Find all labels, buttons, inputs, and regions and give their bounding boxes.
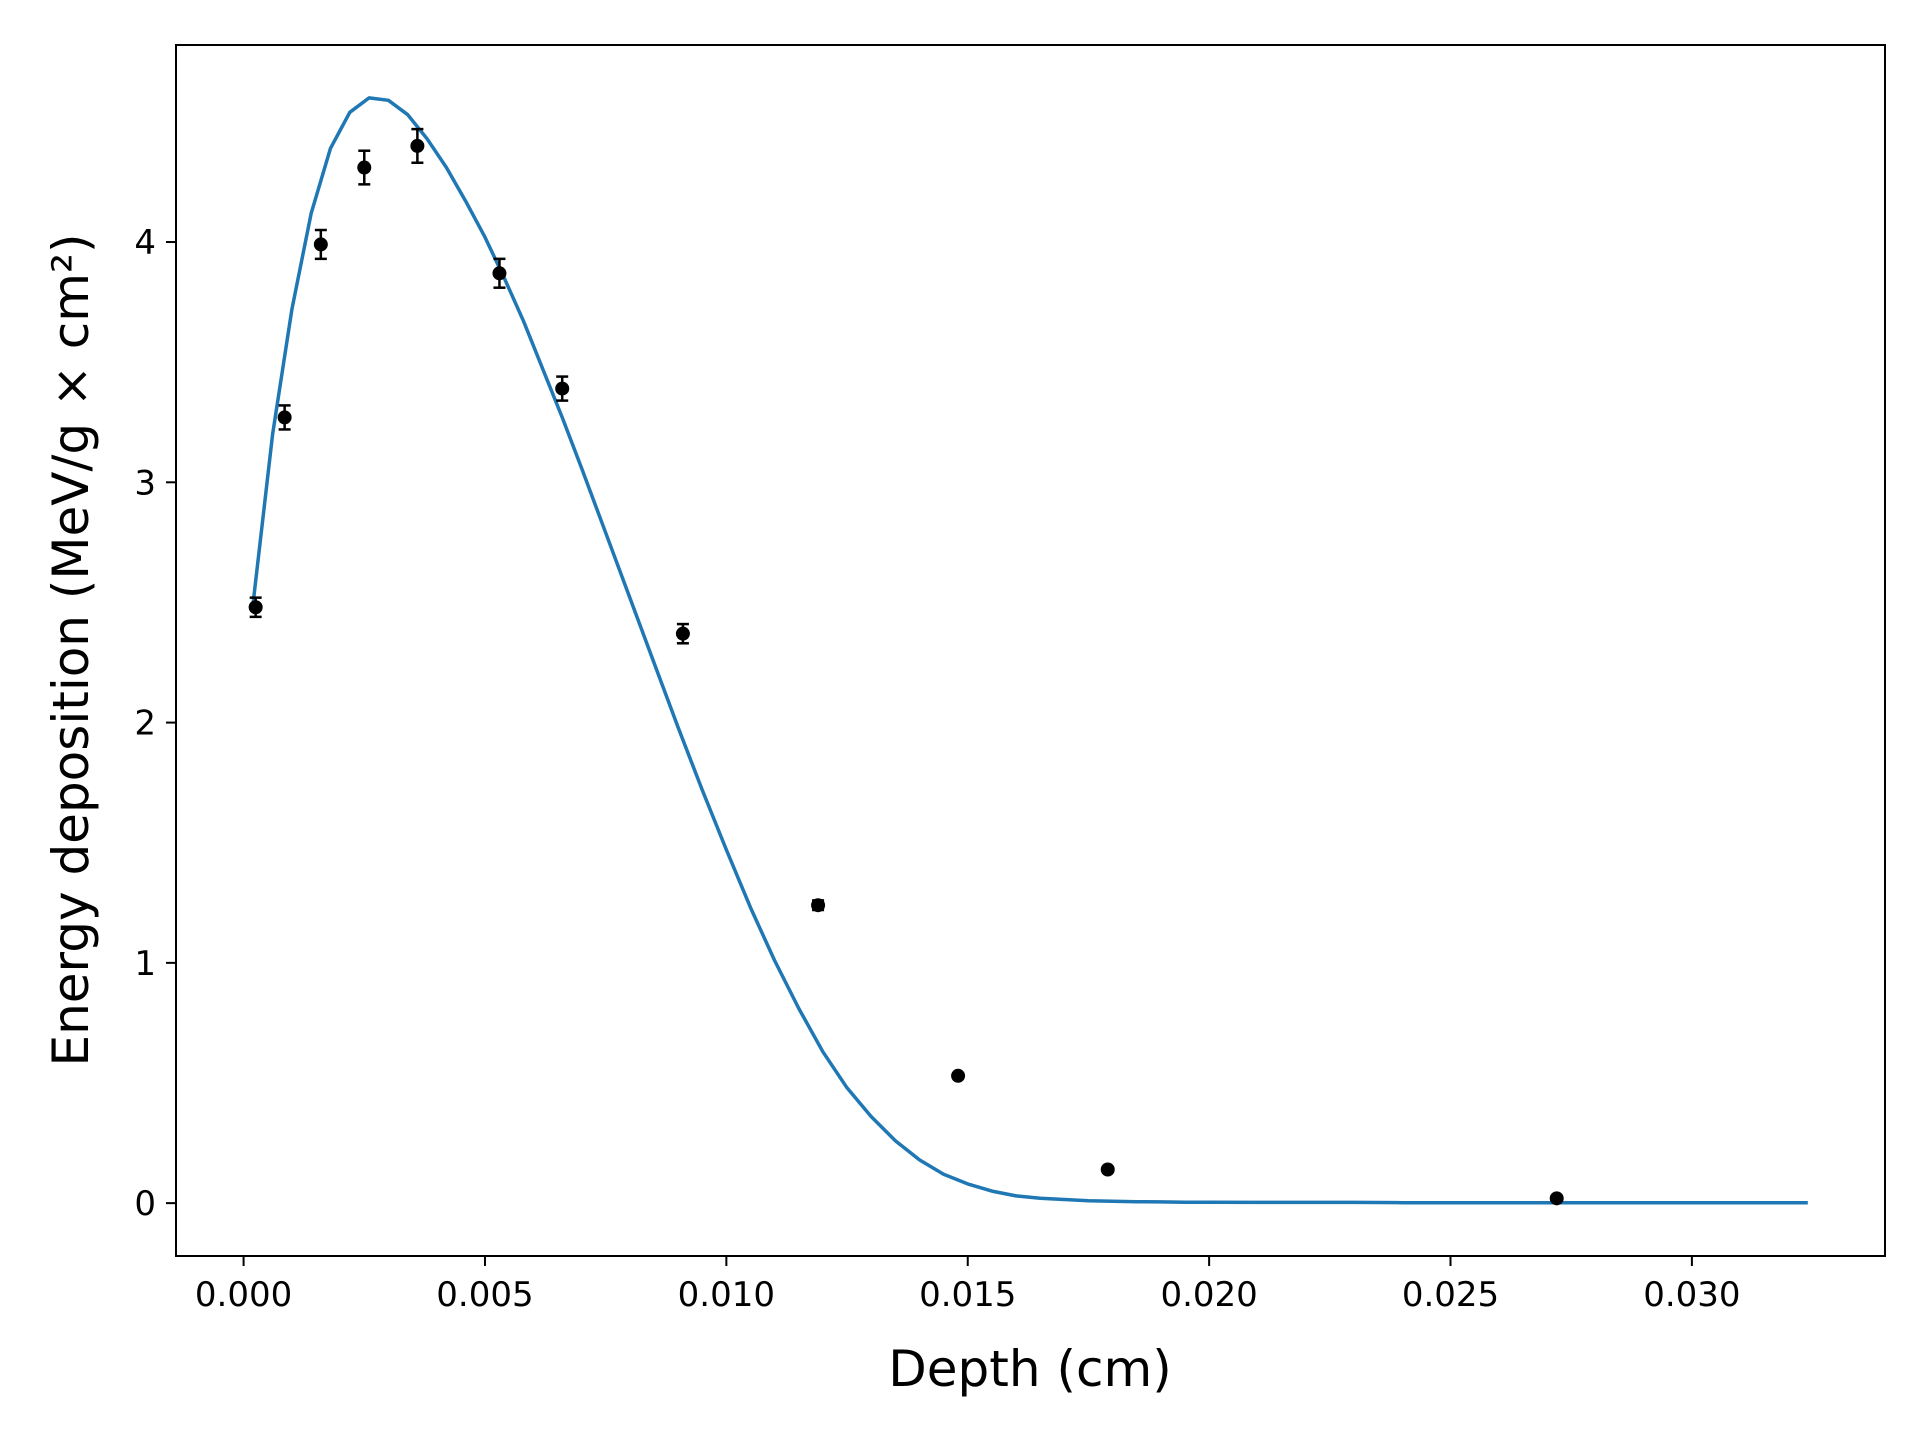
axes-layer: 0.000 0.005 0.010 0.015 0.020 0.025 0.030 0 1 2 3 4 [134, 223, 1740, 1315]
data-point [1549, 1191, 1564, 1206]
data-point [277, 410, 292, 425]
x-tick-label: 0.010 [678, 1275, 775, 1315]
x-axis-title: Depth (cm) [888, 1340, 1171, 1398]
y-tick-label: 1 [134, 944, 156, 984]
data-point [675, 626, 690, 641]
y-tick-label: 4 [134, 223, 156, 263]
y-axis-title: Energy deposition (MeV/g × cm²) [42, 233, 100, 1066]
plot-area [176, 45, 1885, 1256]
x-tick-label: 0.030 [1643, 1275, 1740, 1315]
data-point [492, 266, 507, 281]
data-point [410, 138, 425, 153]
plot-frame [175, 44, 1886, 1257]
x-tick-label: 0.000 [195, 1275, 292, 1315]
x-tick-label: 0.005 [436, 1275, 533, 1315]
data-point [357, 160, 372, 175]
data-point [811, 898, 826, 913]
y-tick-label: 3 [134, 463, 156, 503]
fit-curve-line [251, 96, 1808, 1205]
data-point [555, 381, 570, 396]
x-tick-label: 0.015 [919, 1275, 1016, 1315]
x-tick-label: 0.020 [1160, 1275, 1257, 1315]
data-point [951, 1068, 966, 1083]
y-tick-label: 0 [134, 1184, 156, 1224]
x-tick-label: 0.025 [1402, 1275, 1499, 1315]
series-layer [248, 96, 1808, 1206]
data-point [248, 600, 263, 615]
data-point [1100, 1162, 1115, 1177]
y-tick-label: 2 [134, 704, 156, 744]
data-point [313, 237, 328, 252]
